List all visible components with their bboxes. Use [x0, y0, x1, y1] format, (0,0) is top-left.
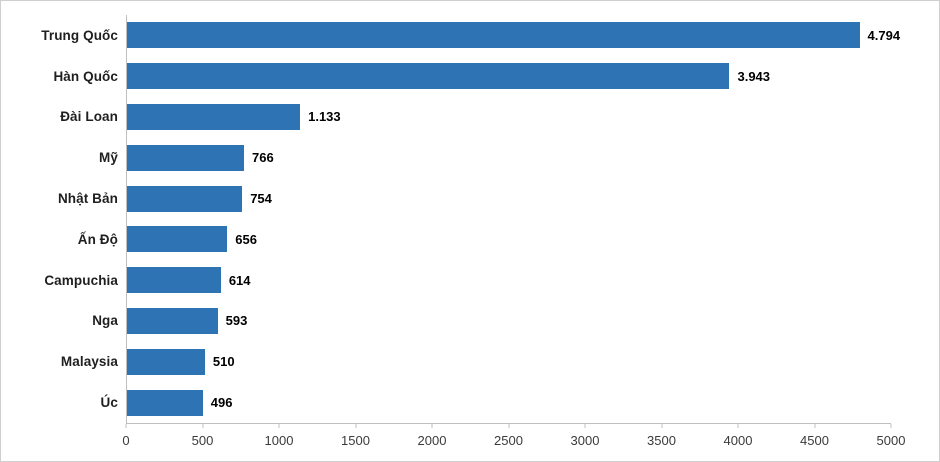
- bar-track: 766: [127, 144, 891, 171]
- category-label: Mỹ: [99, 150, 118, 166]
- x-tick-label: 5000: [876, 433, 906, 448]
- value-label: 4.794: [867, 27, 901, 43]
- x-tick-mark: [125, 424, 127, 428]
- value-label: 510: [212, 354, 235, 370]
- x-tick-label: 0: [122, 433, 130, 448]
- bar-row: Malaysia 510: [61, 341, 891, 382]
- bar-row: Ấn Độ 656: [78, 219, 891, 260]
- x-tick-mark: [737, 424, 739, 428]
- bar-row: Mỹ 766: [99, 137, 891, 178]
- bar-track: 1.133: [127, 103, 891, 130]
- bar-row: Trung Quốc 4.794: [41, 15, 900, 56]
- category-label: Campuchia: [44, 272, 118, 288]
- bar: [127, 63, 730, 90]
- category-label: Trung Quốc: [41, 27, 118, 43]
- bar-row: Đài Loan 1.133: [60, 97, 891, 138]
- bar-track: 754: [127, 185, 891, 212]
- bar-row: Nhật Bản 754: [58, 178, 891, 219]
- x-tick-label: 1000: [264, 433, 294, 448]
- x-tick-mark: [508, 424, 509, 428]
- x-tick-label: 3000: [570, 433, 600, 448]
- bar-track: 656: [127, 226, 891, 253]
- bar-track: 593: [127, 307, 891, 334]
- category-label: Úc: [100, 395, 118, 411]
- x-tick-mark: [814, 424, 815, 428]
- category-label: Hàn Quốc: [53, 68, 118, 84]
- bar-row: Campuchia 614: [44, 260, 891, 301]
- x-tick-label: 4500: [800, 433, 829, 448]
- bar: [127, 185, 243, 212]
- bar-track: 3.943: [127, 63, 891, 90]
- bar: [127, 226, 228, 253]
- value-label: 614: [228, 272, 251, 288]
- value-label: 754: [250, 191, 272, 207]
- x-tick-label: 500: [191, 433, 214, 448]
- bar: [127, 144, 245, 171]
- x-tick-mark: [431, 424, 433, 428]
- plot-area: Trung Quốc 4.794 Hàn Quốc 3.943 Đài Loan 1.13…: [41, 15, 900, 423]
- x-tick-label: 3500: [647, 433, 676, 448]
- x-tick-mark: [202, 424, 203, 428]
- category-label: Nhật Bản: [57, 191, 118, 207]
- value-label: 3.943: [737, 68, 771, 84]
- bar-track: 496: [127, 389, 891, 416]
- bar: [127, 307, 218, 334]
- bar: [127, 348, 205, 375]
- category-label: Nga: [92, 313, 118, 329]
- x-tick-mark: [890, 424, 892, 428]
- bar: [127, 389, 203, 416]
- bar: [127, 22, 860, 49]
- category-label: Ấn Độ: [77, 231, 118, 247]
- x-tick-mark: [584, 424, 586, 428]
- category-label: Malaysia: [60, 354, 118, 370]
- value-label: 593: [225, 313, 248, 329]
- x-tick-mark: [278, 424, 280, 428]
- x-tick-label: 2500: [494, 433, 523, 448]
- bar-track: 510: [127, 348, 891, 375]
- x-tick-label: 1500: [341, 433, 370, 448]
- x-axis: 0 500 1000 1500 2000 2500 3000 3500 4000 4500 5000: [122, 423, 905, 457]
- x-tick-mark: [661, 424, 662, 428]
- category-label: Đài Loan: [60, 109, 118, 125]
- x-tick-label: 2000: [417, 433, 447, 448]
- value-label: 1.133: [308, 109, 341, 125]
- bar: [127, 103, 301, 130]
- value-label: 656: [235, 231, 257, 247]
- bar-track: 4.794: [127, 22, 900, 49]
- bar-row: Nga 593: [92, 301, 891, 342]
- x-tick-label: 4000: [723, 433, 753, 448]
- bar: [127, 267, 221, 294]
- bar-row: Hàn Quốc 3.943: [53, 56, 891, 97]
- bar-row: Úc 496: [101, 382, 891, 423]
- value-label: 496: [210, 395, 233, 411]
- value-label: 766: [252, 150, 274, 166]
- bar-track: 614: [127, 267, 891, 294]
- x-tick-mark: [355, 424, 356, 428]
